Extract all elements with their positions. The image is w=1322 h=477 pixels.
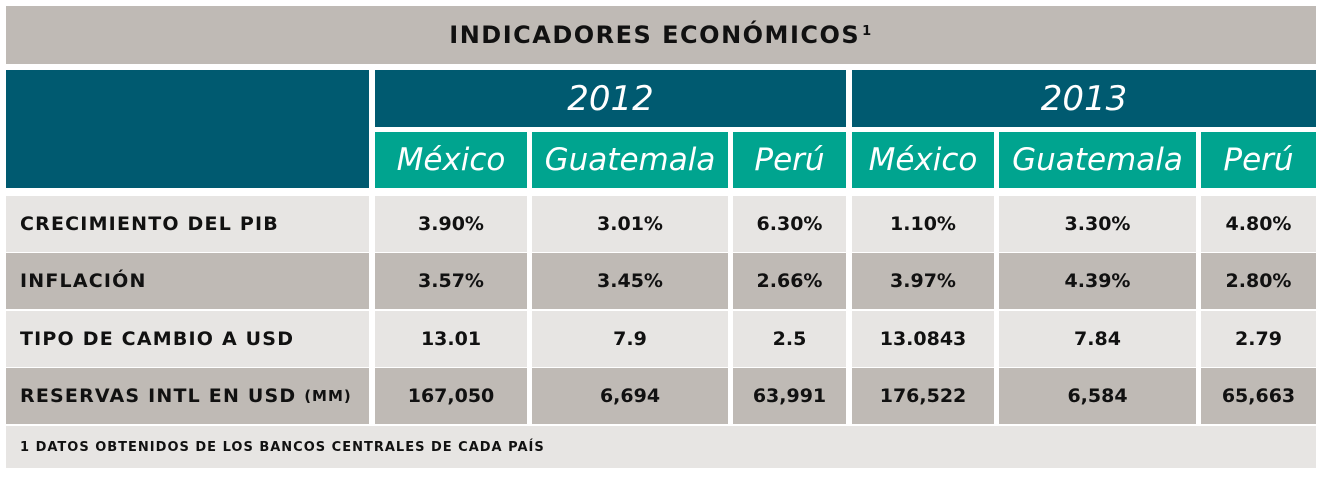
country-header: Guatemala <box>999 132 1196 188</box>
table-cell: 3.97% <box>852 253 994 309</box>
table-cell: 13.01 <box>375 311 527 367</box>
table-cell: 6,694 <box>532 368 728 424</box>
table-cell: 2.66% <box>733 253 846 309</box>
country-header: Perú <box>733 132 846 188</box>
row-label-text: TIPO DE CAMBIO A USD <box>20 328 295 350</box>
footnote: 1 DATOS OBTENIDOS DE LOS BANCOS CENTRALE… <box>6 426 1316 468</box>
country-header: Guatemala <box>532 132 728 188</box>
table-cell: 6.30% <box>733 196 846 252</box>
year-header-2012: 2012 <box>375 70 846 127</box>
header-corner <box>6 70 369 188</box>
table-cell: 3.45% <box>532 253 728 309</box>
year-header-2013: 2013 <box>852 70 1316 127</box>
table-cell: 2.5 <box>733 311 846 367</box>
row-label-crecimiento: CRECIMIENTO DEL PIB <box>6 196 369 252</box>
row-label-text: INFLACIÓN <box>20 270 147 292</box>
country-header: México <box>375 132 527 188</box>
row-label-text: CRECIMIENTO DEL PIB <box>20 213 279 235</box>
table-title: INDICADORES ECONÓMICOS 1 <box>6 6 1316 64</box>
table-cell: 65,663 <box>1201 368 1316 424</box>
table-cell: 4.80% <box>1201 196 1316 252</box>
row-label-unit: (MM) <box>304 387 352 405</box>
row-label-reservas: RESERVAS INTL EN USD (MM) <box>6 368 369 424</box>
table-cell: 63,991 <box>733 368 846 424</box>
row-label-inflacion: INFLACIÓN <box>6 253 369 309</box>
table-cell: 3.30% <box>999 196 1196 252</box>
table-cell: 167,050 <box>375 368 527 424</box>
table-cell: 7.9 <box>532 311 728 367</box>
table-cell: 176,522 <box>852 368 994 424</box>
table-cell: 4.39% <box>999 253 1196 309</box>
table-cell: 2.79 <box>1201 311 1316 367</box>
country-header: Perú <box>1201 132 1316 188</box>
table-cell: 6,584 <box>999 368 1196 424</box>
table-cell: 2.80% <box>1201 253 1316 309</box>
table-cell: 3.01% <box>532 196 728 252</box>
country-header: México <box>852 132 994 188</box>
table-cell: 13.0843 <box>852 311 994 367</box>
table-cell: 7.84 <box>999 311 1196 367</box>
table-cell: 3.57% <box>375 253 527 309</box>
footnote-marker: 1 <box>862 23 873 39</box>
table-cell: 1.10% <box>852 196 994 252</box>
table-cell: 3.90% <box>375 196 527 252</box>
row-label-text: RESERVAS INTL EN USD <box>20 385 297 407</box>
table-title-text: INDICADORES ECONÓMICOS <box>449 21 861 49</box>
row-label-tipo-cambio: TIPO DE CAMBIO A USD <box>6 311 369 367</box>
